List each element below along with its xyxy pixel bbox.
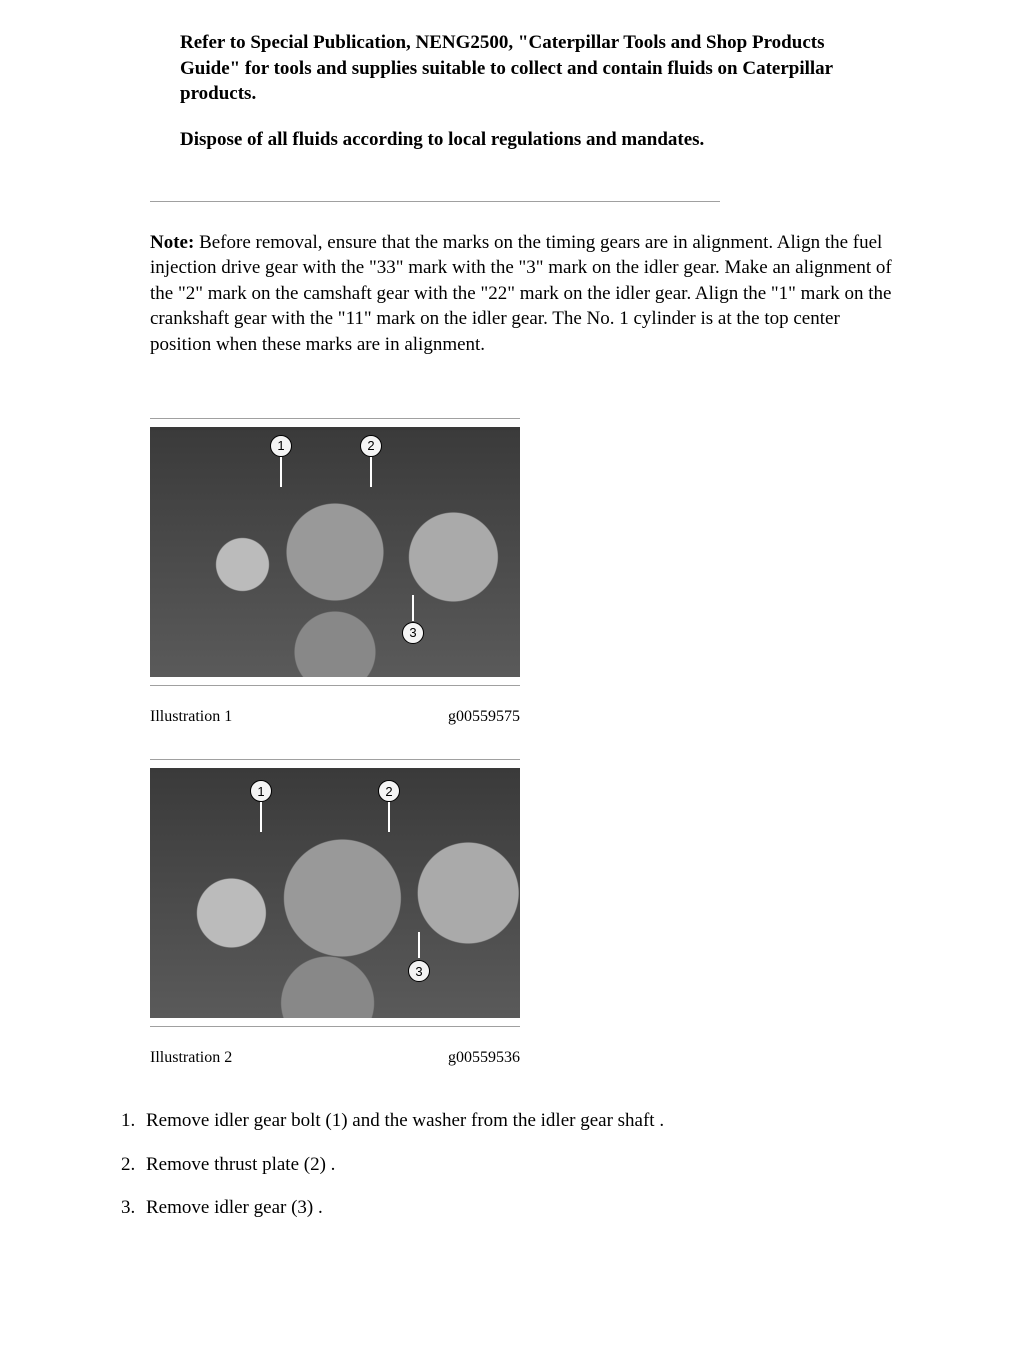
figure-1: 1 2 3: [150, 427, 520, 677]
figure-2-image: 1 2 3: [150, 768, 520, 1018]
step-2: Remove thrust plate (2) .: [140, 1152, 924, 1178]
figure-2-caption-left: Illustration 2: [150, 1047, 232, 1069]
step-1: Remove idler gear bolt (1) and the washe…: [140, 1108, 924, 1134]
callout-3: 3: [402, 622, 424, 644]
figure-2-top-rule: [150, 759, 520, 760]
figure-2-caption-right: g00559536: [448, 1047, 520, 1069]
publication-notice-2: Dispose of all fluids according to local…: [180, 127, 844, 153]
figure-1-caption-left: Illustration 1: [150, 706, 232, 728]
publication-notice-1: Refer to Special Publication, NENG2500, …: [180, 30, 844, 107]
figure-2-caption: Illustration 2 g00559536: [150, 1027, 520, 1089]
note-paragraph: Note: Before removal, ensure that the ma…: [150, 230, 904, 358]
figure-1-top-rule: [150, 418, 520, 419]
figure-1-caption: Illustration 1 g00559575: [150, 686, 520, 748]
callout-1: 1: [270, 435, 292, 457]
procedure-steps: Remove idler gear bolt (1) and the washe…: [120, 1108, 924, 1221]
note-label: Note:: [150, 232, 194, 253]
figure-1-image: 1 2 3: [150, 427, 520, 677]
figure-1-caption-right: g00559575: [448, 706, 520, 728]
figure-2: 1 2 3: [150, 768, 520, 1018]
step-3: Remove idler gear (3) .: [140, 1195, 924, 1221]
callout-2: 2: [360, 435, 382, 457]
note-body: Before removal, ensure that the marks on…: [150, 232, 892, 356]
